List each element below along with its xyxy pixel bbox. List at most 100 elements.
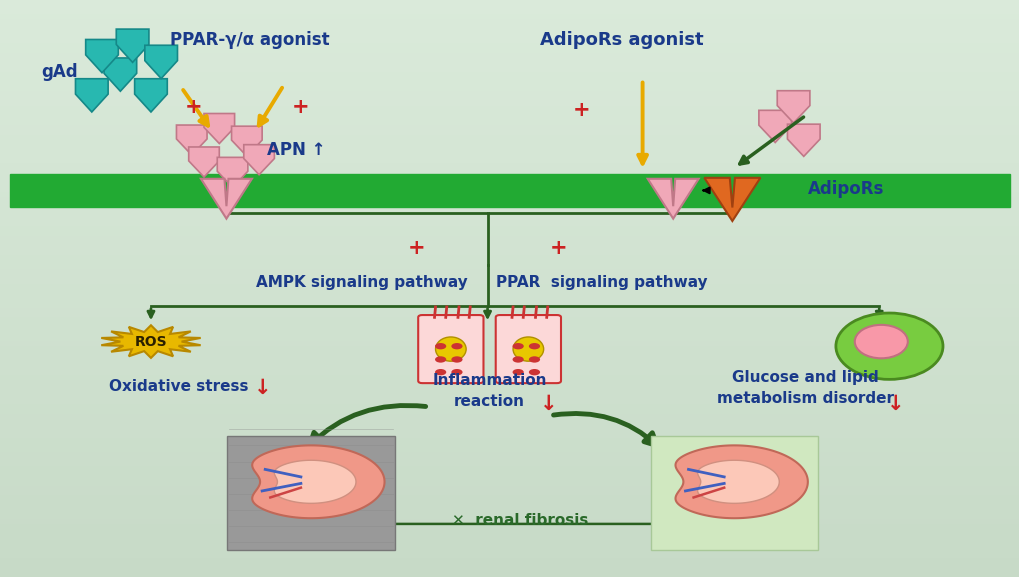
Bar <box>0 356 1019 361</box>
Text: +: + <box>572 100 590 119</box>
Bar <box>0 567 1019 572</box>
Text: APN ↑: APN ↑ <box>266 141 325 159</box>
Bar <box>0 423 1019 428</box>
Text: gAd: gAd <box>41 63 77 81</box>
Polygon shape <box>101 325 201 358</box>
Text: +: + <box>549 238 568 258</box>
Bar <box>0 399 1019 404</box>
Bar <box>0 29 1019 33</box>
Bar <box>0 241 1019 245</box>
Ellipse shape <box>836 313 943 380</box>
Circle shape <box>513 343 524 349</box>
Bar <box>0 159 1019 163</box>
Polygon shape <box>274 460 356 503</box>
Polygon shape <box>697 460 779 503</box>
Bar <box>0 168 1019 173</box>
Polygon shape <box>116 29 149 62</box>
Bar <box>10 174 1009 207</box>
Bar <box>0 370 1019 375</box>
Bar <box>0 43 1019 48</box>
Text: +: + <box>291 97 310 117</box>
Bar <box>650 436 817 550</box>
Bar <box>0 515 1019 519</box>
Bar <box>0 409 1019 414</box>
Circle shape <box>451 369 463 376</box>
Bar <box>0 111 1019 115</box>
Bar <box>0 375 1019 380</box>
Bar <box>0 68 1019 72</box>
Bar <box>0 476 1019 481</box>
Bar <box>0 572 1019 577</box>
Text: ↓: ↓ <box>539 394 557 414</box>
Polygon shape <box>135 78 167 112</box>
Text: ↓: ↓ <box>886 394 904 414</box>
Polygon shape <box>104 58 137 91</box>
Bar <box>0 235 1019 241</box>
Bar <box>0 380 1019 385</box>
FancyBboxPatch shape <box>495 315 560 383</box>
Text: Oxidative stress: Oxidative stress <box>109 379 248 394</box>
Bar <box>0 269 1019 274</box>
Bar <box>0 490 1019 495</box>
Bar <box>0 10 1019 14</box>
Circle shape <box>528 357 540 363</box>
Bar <box>0 443 1019 447</box>
Bar <box>0 529 1019 534</box>
Bar <box>0 19 1019 24</box>
Bar <box>0 394 1019 399</box>
Text: +: + <box>184 97 203 117</box>
Polygon shape <box>704 178 760 221</box>
Bar <box>0 24 1019 29</box>
Bar <box>0 212 1019 216</box>
Bar <box>0 207 1019 212</box>
Bar <box>0 558 1019 563</box>
Text: ROS: ROS <box>135 335 167 349</box>
Bar <box>0 293 1019 298</box>
Bar <box>0 486 1019 490</box>
Polygon shape <box>776 91 809 123</box>
Bar <box>0 216 1019 221</box>
Polygon shape <box>86 39 118 73</box>
Bar <box>0 351 1019 356</box>
Text: ✕  renal fibrosis: ✕ renal fibrosis <box>451 513 588 528</box>
Bar <box>0 418 1019 423</box>
Bar <box>0 327 1019 332</box>
Bar <box>0 447 1019 452</box>
Bar <box>0 77 1019 82</box>
Bar <box>0 91 1019 96</box>
Bar <box>0 553 1019 558</box>
Bar <box>0 519 1019 524</box>
Bar <box>0 125 1019 130</box>
Bar <box>0 115 1019 120</box>
Circle shape <box>451 357 463 363</box>
Bar <box>0 481 1019 486</box>
Circle shape <box>434 357 446 363</box>
Bar <box>0 346 1019 351</box>
Bar <box>0 101 1019 106</box>
Ellipse shape <box>854 325 907 358</box>
Polygon shape <box>758 110 791 143</box>
Polygon shape <box>217 158 248 188</box>
Bar <box>0 202 1019 207</box>
Bar <box>0 385 1019 389</box>
Bar <box>0 178 1019 183</box>
Bar <box>0 509 1019 515</box>
Bar <box>0 173 1019 178</box>
Bar <box>0 284 1019 288</box>
Bar <box>0 192 1019 197</box>
Bar <box>0 33 1019 39</box>
Bar <box>0 245 1019 250</box>
Bar <box>0 163 1019 168</box>
Bar <box>0 183 1019 188</box>
Bar <box>227 436 394 550</box>
Polygon shape <box>252 445 384 518</box>
Text: metabolism disorder: metabolism disorder <box>716 391 894 406</box>
Bar <box>0 221 1019 226</box>
Bar <box>0 313 1019 317</box>
Bar <box>0 524 1019 529</box>
Bar <box>0 226 1019 231</box>
Bar <box>0 298 1019 303</box>
Bar <box>0 414 1019 418</box>
Bar <box>0 231 1019 235</box>
Bar <box>0 303 1019 308</box>
